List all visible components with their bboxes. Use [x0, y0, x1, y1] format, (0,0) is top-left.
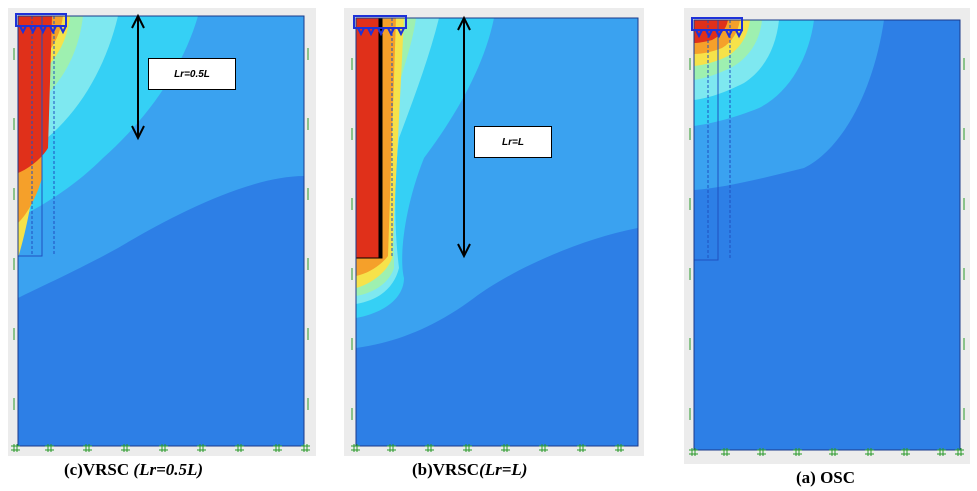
- panel-c: Lr=0.5L: [8, 8, 316, 456]
- contour-plot-a: [684, 8, 970, 464]
- boundary-ticks: [689, 58, 965, 456]
- domain-border: [355, 17, 639, 447]
- panel-a: [684, 8, 970, 464]
- caption-a: (a) OSC: [796, 468, 855, 488]
- length-arrow: [457, 15, 471, 259]
- caption-b-main: (b)VRSC: [412, 460, 480, 479]
- domain-border: [693, 19, 961, 451]
- caption-c: (c)VRSC (Lr=0.5L): [64, 460, 203, 480]
- caption-c-italic: (Lr=0.5L): [133, 460, 204, 479]
- caption-a-main: (a) OSC: [796, 468, 856, 487]
- caption-b-italic: (Lr=L): [479, 460, 528, 479]
- length-label-c: Lr=0.5L: [148, 58, 236, 90]
- caption-c-main: (c)VRSC: [64, 460, 134, 479]
- load-icon: [15, 13, 67, 35]
- zone-red: [18, 16, 52, 173]
- load-icon: [691, 17, 743, 39]
- length-label-b: Lr=L: [474, 126, 552, 158]
- boundary-ticks: [11, 48, 310, 452]
- zone-red: [356, 18, 382, 258]
- caption-b: (b)VRSC(Lr=L): [412, 460, 527, 480]
- contour-plot-b: [344, 8, 644, 456]
- length-arrow: [131, 13, 145, 141]
- boundary-ticks: [351, 58, 624, 452]
- load-icon: [353, 15, 407, 37]
- panel-b: Lr=L: [344, 8, 644, 456]
